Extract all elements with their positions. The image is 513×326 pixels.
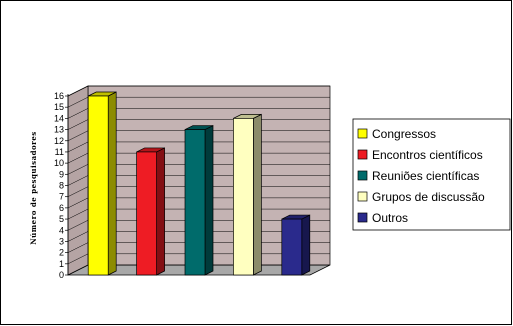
legend-item: Outros <box>357 211 408 225</box>
y-tick-label: 16 <box>54 91 64 101</box>
y-tick-label: 0 <box>59 270 64 280</box>
bar-front <box>87 95 109 276</box>
bar <box>281 214 311 276</box>
bar-side <box>253 113 262 276</box>
y-tick-label: 11 <box>55 147 64 157</box>
legend-item: Congressos <box>357 127 436 141</box>
bar <box>184 124 214 276</box>
legend-label: Reuniões científicas <box>372 169 479 183</box>
bar <box>87 91 117 276</box>
y-axis-label: Número de pesquisadores <box>29 131 38 244</box>
bar-side <box>204 124 214 276</box>
legend-label: Outros <box>372 211 408 225</box>
y-tick-label: 2 <box>59 248 64 258</box>
bar <box>233 113 262 276</box>
y-tick-label: 14 <box>54 113 64 123</box>
legend-box <box>352 118 511 231</box>
legend-swatch <box>357 149 368 160</box>
legend-item: Encontros científicos <box>357 148 483 162</box>
gridline <box>67 85 330 97</box>
legend-item: Reuniões científicas <box>357 169 479 183</box>
legend-label: Grupos de discussão <box>372 190 485 204</box>
y-tick-label: 10 <box>54 158 64 168</box>
legend-label: Encontros científicos <box>372 148 483 162</box>
y-tick-label: 5 <box>59 214 64 224</box>
y-tick-label: 4 <box>59 225 64 235</box>
y-tick-label: 7 <box>59 192 64 202</box>
y-tick-label: 15 <box>54 102 64 112</box>
y-tick-label: 6 <box>59 203 64 213</box>
bar-side <box>301 214 311 276</box>
bar-front <box>281 218 303 276</box>
legend-swatch <box>357 170 368 181</box>
y-tick-label: 13 <box>54 125 64 135</box>
bar-front <box>184 129 206 276</box>
legend-swatch <box>357 212 368 223</box>
legend-label: Congressos <box>372 127 436 141</box>
bar-side <box>156 147 165 276</box>
y-tick-label: 3 <box>59 236 64 246</box>
y-tick-label: 1 <box>59 259 64 269</box>
y-tick-label: 8 <box>59 181 64 191</box>
y-tick-label: 9 <box>59 169 64 179</box>
bars <box>87 91 311 276</box>
bar-side <box>107 91 117 276</box>
legend-swatch <box>357 128 368 139</box>
legend: Congressos Encontros científicos Reuniões … <box>352 118 511 231</box>
bar-front <box>233 118 254 276</box>
legend-swatch <box>357 191 368 202</box>
bar-front <box>136 151 157 276</box>
legend-item: Grupos de discussão <box>357 190 485 204</box>
y-tick-label: 12 <box>54 136 64 146</box>
bar <box>136 147 165 276</box>
